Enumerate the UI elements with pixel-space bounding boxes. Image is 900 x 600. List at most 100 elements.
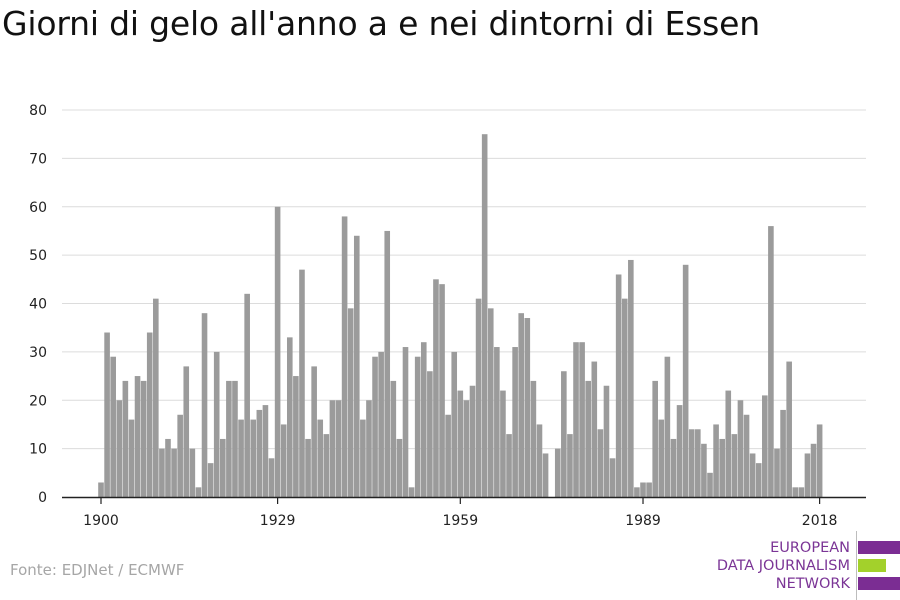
bar-1954 <box>427 371 433 497</box>
bar-2005 <box>737 400 744 497</box>
bar-2014 <box>792 487 799 497</box>
logo-bar-green <box>858 559 886 572</box>
bar-1984 <box>609 458 616 497</box>
bar-1968 <box>512 347 518 497</box>
bar-1993 <box>664 356 671 497</box>
bar-1918 <box>207 463 214 497</box>
bar-1996 <box>682 264 689 497</box>
bar-2012 <box>780 409 786 497</box>
bar-1987 <box>628 259 634 497</box>
bar-1913 <box>177 414 183 497</box>
bar-1940 <box>341 216 348 497</box>
bar-1934 <box>305 438 311 497</box>
bar-1962 <box>475 298 482 497</box>
bar-1936 <box>317 419 324 497</box>
bar-1914 <box>183 366 190 497</box>
bar-2010 <box>768 226 774 497</box>
bar-1901 <box>104 332 110 497</box>
bar-1919 <box>213 351 220 498</box>
bar-1921 <box>226 380 232 497</box>
bar-1929 <box>274 206 281 497</box>
logo-bar-purple-bottom <box>858 577 900 590</box>
bar-1958 <box>451 351 458 498</box>
bar-1948 <box>390 380 397 497</box>
bar-1903 <box>116 400 123 497</box>
bar-1922 <box>232 380 238 497</box>
bar-2006 <box>743 414 750 497</box>
bar-2011 <box>774 448 780 498</box>
bar-1949 <box>396 438 403 497</box>
bar-2004 <box>731 434 738 497</box>
bar-2001 <box>713 424 719 497</box>
logo-line-data-journalism: DATA JOURNALISM <box>716 558 850 574</box>
bar-1915 <box>189 448 196 498</box>
y-tick-label: 10 <box>29 442 47 458</box>
bar-1943 <box>360 419 366 497</box>
bar-1951 <box>408 487 415 497</box>
bar-2017 <box>810 443 817 497</box>
bar-2007 <box>749 453 756 497</box>
x-tick-label: 1959 <box>442 513 478 529</box>
bar-1990 <box>646 482 652 497</box>
x-axis-ticks: 1900 1929 1959 1989 2018 <box>83 497 837 529</box>
edjnet-logo: EUROPEAN DATA JOURNALISM NETWORK <box>700 531 900 600</box>
bar-1937 <box>323 434 330 497</box>
bar-2016 <box>804 453 811 497</box>
bar-1917 <box>201 313 208 497</box>
bar-1900 <box>98 482 104 497</box>
bar-1969 <box>518 313 525 497</box>
bar-1906 <box>134 376 141 497</box>
bar-1973 <box>542 453 549 497</box>
bar-1965 <box>494 347 500 497</box>
bar-1912 <box>171 448 177 498</box>
bar-1972 <box>536 424 543 497</box>
bar-2015 <box>798 487 805 497</box>
bar-1975 <box>554 448 561 498</box>
chart-title: Giorni di gelo all'anno a e nei dintorni… <box>2 4 760 43</box>
bar-1964 <box>487 308 494 497</box>
bar-2002 <box>719 438 725 497</box>
bar-1959 <box>457 390 464 497</box>
y-tick-label: 80 <box>29 103 47 119</box>
logo-line-network: NETWORK <box>775 576 850 592</box>
y-tick-label: 20 <box>29 393 47 409</box>
bar-1909 <box>153 298 159 497</box>
bar-1939 <box>335 400 342 497</box>
logo-bar-purple-top <box>858 541 900 554</box>
bar-1952 <box>414 356 421 497</box>
bar-1930 <box>280 424 287 497</box>
bar-1935 <box>311 366 317 497</box>
bar-1953 <box>420 342 427 497</box>
bar-1988 <box>634 487 640 497</box>
y-axis-ticks: 0 10 20 30 40 50 60 70 80 <box>29 103 47 506</box>
bar-1916 <box>195 487 202 497</box>
bar-1979 <box>579 342 585 497</box>
bar-1910 <box>159 448 165 498</box>
bar-1976 <box>561 371 567 497</box>
bar-1932 <box>293 376 299 497</box>
bar-1957 <box>445 414 451 497</box>
logo-divider <box>856 531 857 600</box>
bar-1967 <box>506 434 512 497</box>
x-tick-label: 1929 <box>260 513 296 529</box>
bar-1927 <box>262 405 269 497</box>
bar-1947 <box>384 230 391 497</box>
bar-1997 <box>688 429 695 497</box>
bar-1920 <box>220 438 226 497</box>
y-tick-label: 50 <box>29 248 47 264</box>
y-tick-label: 70 <box>29 151 47 167</box>
bar-2009 <box>762 395 768 497</box>
bar-1902 <box>110 356 116 497</box>
bar-1966 <box>500 390 506 497</box>
bar-1923 <box>238 419 244 497</box>
grid-lines <box>62 109 866 450</box>
source-note: Fonte: EDJNet / ECMWF <box>10 561 185 579</box>
bar-1991 <box>652 380 658 497</box>
bar-1907 <box>140 380 147 497</box>
bar-1971 <box>530 380 537 497</box>
bar-1980 <box>585 380 591 497</box>
bar-1911 <box>165 438 171 497</box>
bar-1963 <box>481 134 488 497</box>
x-tick-label: 1989 <box>625 513 661 529</box>
